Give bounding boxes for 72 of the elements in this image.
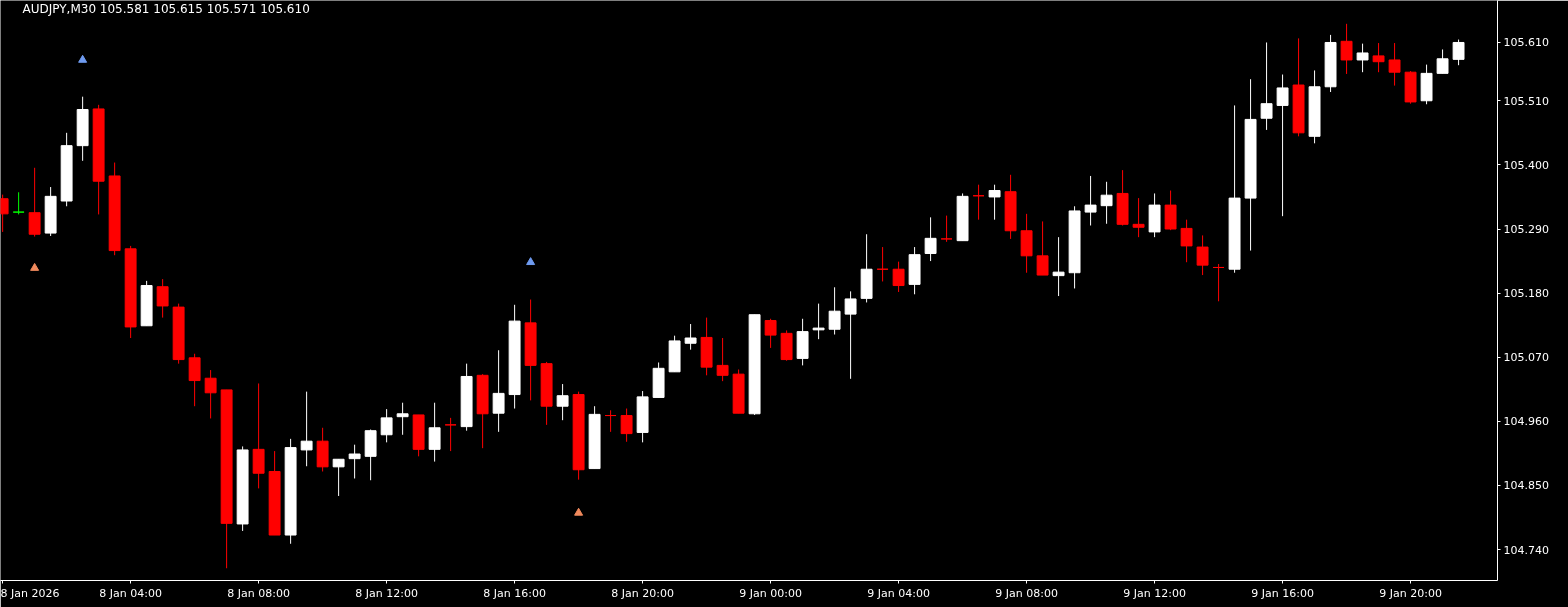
candlestick — [300, 391, 313, 467]
y-tick-label: 105.610 — [1503, 36, 1549, 50]
candlestick — [1132, 197, 1145, 238]
y-tick-label: 104.740 — [1503, 543, 1549, 557]
x-tick-label: 9 Jan 12:00 — [1123, 586, 1186, 600]
point — [574, 507, 584, 516]
x-tick-label: 8 Jan 2026 — [0, 586, 60, 600]
candlestick — [1452, 39, 1465, 66]
candlestick — [1212, 263, 1225, 302]
x-tick-label: 9 Jan 08:00 — [995, 586, 1058, 600]
candlestick — [1164, 190, 1177, 231]
candlestick — [1340, 23, 1353, 75]
candlestick — [12, 191, 25, 215]
candlestick — [828, 286, 841, 336]
candlestick — [1388, 42, 1401, 87]
candlestick — [252, 382, 265, 489]
candlestick — [1276, 74, 1289, 217]
candlestick — [764, 318, 777, 349]
candlestick — [924, 216, 937, 262]
candlestick — [1180, 219, 1193, 263]
point — [78, 54, 88, 63]
candlestick — [1036, 220, 1049, 276]
candlestick — [972, 184, 985, 221]
candlestick — [604, 409, 617, 433]
candlestick — [428, 402, 441, 463]
x-tick-label: 8 Jan 04:00 — [99, 586, 162, 600]
candlestick — [348, 444, 361, 479]
candlestick — [28, 167, 41, 238]
x-tick-label: 9 Jan 04:00 — [867, 586, 930, 600]
candlestick — [204, 369, 217, 419]
candlestick — [876, 246, 889, 282]
y-tick-label: 104.850 — [1503, 479, 1549, 493]
point — [526, 257, 536, 266]
candlestick — [492, 349, 505, 433]
candlestick — [940, 215, 953, 243]
x-tick-label: 8 Jan 08:00 — [227, 586, 290, 600]
y-tick-label: 104.960 — [1503, 415, 1549, 429]
candlestick — [1260, 41, 1273, 131]
candlestick — [1084, 175, 1097, 227]
x-tick-label: 9 Jan 20:00 — [1379, 586, 1442, 600]
candlestick — [156, 278, 169, 319]
candlestick — [1100, 181, 1113, 225]
candlestick — [892, 261, 905, 293]
y-tick-label: 105.400 — [1503, 158, 1549, 172]
candlestick — [620, 408, 633, 443]
candlestick — [332, 458, 345, 497]
y-tick-label: 105.070 — [1503, 351, 1549, 365]
candlestick — [812, 303, 825, 340]
candlestick — [396, 402, 409, 436]
candlestick — [444, 417, 457, 452]
x-tick-label: 9 Jan 16:00 — [1251, 586, 1314, 600]
candlestick — [188, 353, 201, 407]
candlestick — [556, 383, 569, 421]
y-tick-label: 105.290 — [1503, 223, 1549, 236]
candlestick — [684, 323, 697, 351]
candlestick — [988, 184, 1001, 221]
x-tick-label: 8 Jan 16:00 — [483, 586, 546, 600]
y-tick-label: 105.510 — [1503, 94, 1549, 108]
candlestick — [1372, 42, 1385, 73]
candlestick — [716, 337, 729, 382]
candlestick — [1436, 48, 1449, 74]
candlestick — [380, 408, 393, 443]
chart-title: AUDJPY,M30 105.581 105.615 105.571 105.610 — [22, 1, 310, 16]
y-tick-label: 105.180 — [1503, 287, 1549, 301]
candlestick — [1196, 234, 1209, 276]
candlestick — [1356, 43, 1369, 73]
x-tick-label: 9 Jan 00:00 — [739, 586, 802, 600]
candlestick — [1052, 236, 1065, 297]
x-tick-label: 8 Jan 20:00 — [611, 586, 674, 600]
x-tick-label: 8 Jan 12:00 — [355, 586, 418, 600]
point — [30, 262, 40, 271]
candlestick — [844, 290, 857, 380]
